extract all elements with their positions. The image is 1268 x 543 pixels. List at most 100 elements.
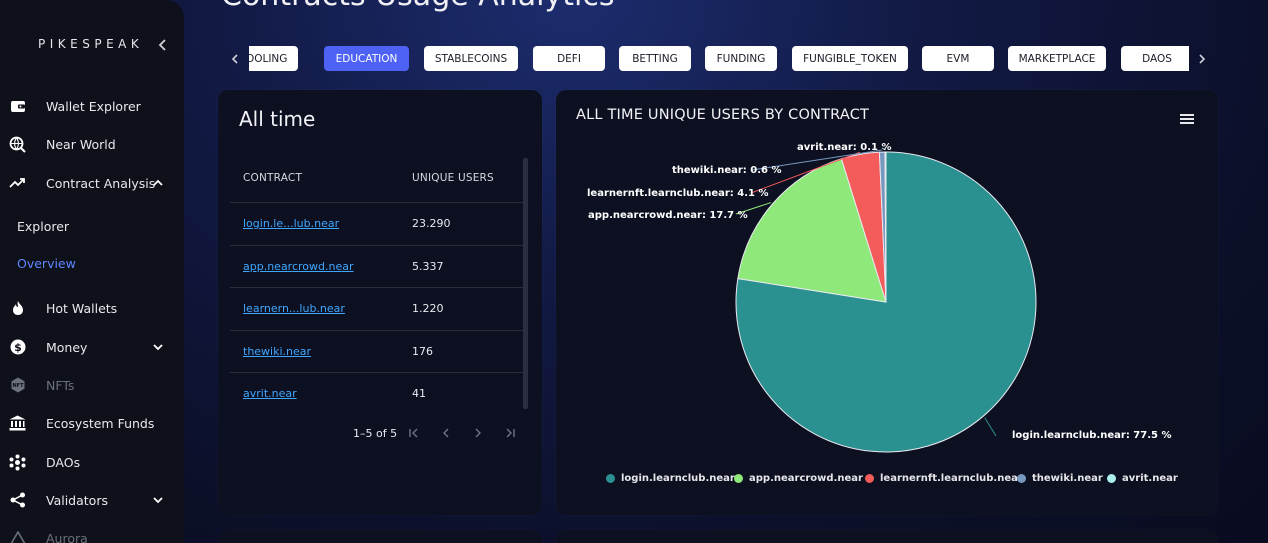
sidebar-item-contract-analysis[interactable]: Contract Analysis bbox=[0, 171, 184, 195]
sidebar: PIKESPEAK Wallet Explorer Near World Con… bbox=[0, 0, 184, 543]
sidebar-item-ecosystem-funds[interactable]: Ecosystem Funds bbox=[0, 411, 184, 435]
table-row: avrit.near 41 bbox=[230, 372, 523, 414]
lower-card-left bbox=[218, 530, 542, 543]
sidebar-item-nfts[interactable]: NFT NFTs bbox=[0, 373, 184, 397]
legend-label: thewiki.near bbox=[1032, 473, 1103, 484]
legend-item[interactable]: thewiki.near bbox=[1017, 473, 1103, 484]
tab-betting[interactable]: BETTING bbox=[619, 46, 691, 71]
sidebar-item-label: Ecosystem Funds bbox=[46, 415, 155, 431]
sidebar-subitem-explorer[interactable]: Explorer bbox=[17, 219, 70, 234]
contract-link[interactable]: avrit.near bbox=[243, 387, 297, 400]
previous-page-icon[interactable] bbox=[439, 426, 453, 440]
tab-education[interactable]: EDUCATION bbox=[324, 46, 409, 71]
table-row: app.nearcrowd.near 5.337 bbox=[230, 245, 523, 287]
tab-evm[interactable]: EVM bbox=[922, 46, 994, 71]
contracts-table: CONTRACT UNIQUE USERS login.le...lub.nea… bbox=[230, 156, 530, 456]
sidebar-item-label: Hot Wallets bbox=[46, 300, 118, 316]
chevron-down-icon[interactable] bbox=[153, 342, 163, 352]
legend-item[interactable]: app.nearcrowd.near bbox=[734, 473, 863, 484]
column-header-contract[interactable]: CONTRACT bbox=[243, 172, 303, 184]
tab-marketplace[interactable]: MARKETPLACE bbox=[1008, 46, 1106, 71]
sidebar-item-label: Aurora bbox=[46, 530, 88, 543]
legend-item[interactable]: login.learnclub.near bbox=[606, 473, 735, 484]
unique-users-value: 41 bbox=[412, 387, 426, 400]
pie-leader-line bbox=[750, 151, 861, 194]
sidebar-item-money[interactable]: $ Money bbox=[0, 335, 184, 359]
sidebar-item-wallet-explorer[interactable]: Wallet Explorer bbox=[0, 94, 184, 118]
tabs-scroll-left-icon[interactable] bbox=[229, 52, 241, 66]
tab-tooling[interactable]: TOOLING bbox=[249, 46, 298, 71]
fire-icon bbox=[9, 300, 26, 317]
legend-item[interactable]: avrit.near bbox=[1107, 473, 1178, 484]
aurora-triangle-icon bbox=[9, 530, 26, 543]
pie-data-label: app.nearcrowd.near: 17.7 % bbox=[588, 210, 748, 221]
pie-chart bbox=[735, 147, 1037, 453]
first-page-icon[interactable] bbox=[407, 426, 421, 440]
lower-card-right bbox=[556, 530, 1218, 543]
contract-link[interactable]: thewiki.near bbox=[243, 345, 312, 358]
tab-funding[interactable]: FUNDING bbox=[705, 46, 777, 71]
pie-data-label: avrit.near: 0.1 % bbox=[797, 142, 892, 153]
card-title: All time bbox=[239, 107, 316, 131]
sidebar-item-aurora[interactable]: Aurora bbox=[0, 526, 184, 543]
wallet-icon bbox=[9, 98, 26, 115]
collapse-sidebar-icon[interactable] bbox=[158, 39, 168, 51]
last-page-icon[interactable] bbox=[503, 426, 517, 440]
contract-link[interactable]: login.le...lub.near bbox=[243, 217, 340, 230]
legend-swatch bbox=[606, 474, 615, 483]
sidebar-item-daos[interactable]: DAOs bbox=[0, 450, 184, 474]
sidebar-item-label: Validators bbox=[46, 492, 108, 508]
svg-text:$: $ bbox=[14, 341, 22, 354]
pie-data-label: learnernft.learnclub.near: 4.1 % bbox=[587, 188, 769, 199]
pie-chart-card: ALL TIME UNIQUE USERS BY CONTRACT avrit.… bbox=[556, 90, 1218, 515]
all-time-table-card: All time CONTRACT UNIQUE USERS login.le.… bbox=[218, 90, 542, 515]
sidebar-item-validators[interactable]: Validators bbox=[0, 488, 184, 512]
column-header-unique-users[interactable]: UNIQUE USERS bbox=[412, 172, 494, 184]
tab-fungible-token[interactable]: FUNGIBLE_TOKEN bbox=[792, 46, 908, 71]
legend-label: app.nearcrowd.near bbox=[749, 473, 863, 484]
chevron-up-icon[interactable] bbox=[153, 178, 163, 188]
sidebar-item-label: Contract Analysis bbox=[46, 175, 156, 191]
table-row: thewiki.near 176 bbox=[230, 330, 523, 372]
sidebar-subitem-overview[interactable]: Overview bbox=[17, 256, 76, 271]
nft-icon: NFT bbox=[9, 377, 26, 394]
chart-title: ALL TIME UNIQUE USERS BY CONTRACT bbox=[576, 107, 870, 123]
pagination-info: 1–5 of 5 bbox=[353, 427, 398, 440]
chart-menu-icon[interactable] bbox=[1180, 113, 1194, 125]
bank-icon bbox=[9, 415, 26, 432]
unique-users-value: 23.290 bbox=[412, 217, 451, 230]
dollar-coin-icon: $ bbox=[9, 339, 26, 356]
community-icon bbox=[9, 454, 26, 471]
table-row: learnern...lub.near 1.220 bbox=[230, 287, 523, 329]
table-row: login.le...lub.near 23.290 bbox=[230, 202, 523, 244]
tab-stablecoins[interactable]: STABLECOINS bbox=[424, 46, 518, 71]
pie-slice[interactable] bbox=[884, 151, 887, 303]
sidebar-item-label: NFTs bbox=[46, 377, 75, 393]
legend-item[interactable]: learnernft.learnclub.near bbox=[865, 473, 1023, 484]
tab-defi[interactable]: DEFI bbox=[533, 46, 605, 71]
sidebar-item-hot-wallets[interactable]: Hot Wallets bbox=[0, 296, 184, 320]
chevron-down-icon[interactable] bbox=[153, 495, 163, 505]
tabs-scroll-right-icon[interactable] bbox=[1196, 52, 1208, 66]
unique-users-value: 5.337 bbox=[412, 260, 444, 273]
share-nodes-icon bbox=[9, 492, 26, 509]
trending-up-icon bbox=[9, 175, 26, 192]
pie-leader-line bbox=[881, 147, 886, 151]
contract-link[interactable]: learnern...lub.near bbox=[243, 302, 345, 315]
sidebar-item-near-world[interactable]: Near World bbox=[0, 132, 184, 156]
legend-label: avrit.near bbox=[1122, 473, 1178, 484]
unique-users-value: 1.220 bbox=[412, 302, 444, 315]
legend-label: login.learnclub.near bbox=[621, 473, 735, 484]
svg-text:NFT: NFT bbox=[12, 383, 24, 389]
unique-users-value: 176 bbox=[412, 345, 433, 358]
sidebar-item-label: Near World bbox=[46, 136, 116, 152]
table-scrollbar[interactable] bbox=[523, 158, 528, 409]
pie-leader-line bbox=[751, 149, 883, 171]
legend-swatch bbox=[1017, 474, 1026, 483]
next-page-icon[interactable] bbox=[471, 426, 485, 440]
tab-daos[interactable]: DAOS bbox=[1121, 46, 1189, 71]
contract-link[interactable]: app.nearcrowd.near bbox=[243, 260, 354, 273]
legend-swatch bbox=[734, 474, 743, 483]
brand-logo[interactable]: PIKESPEAK bbox=[38, 37, 144, 51]
sidebar-item-label: DAOs bbox=[46, 454, 81, 470]
